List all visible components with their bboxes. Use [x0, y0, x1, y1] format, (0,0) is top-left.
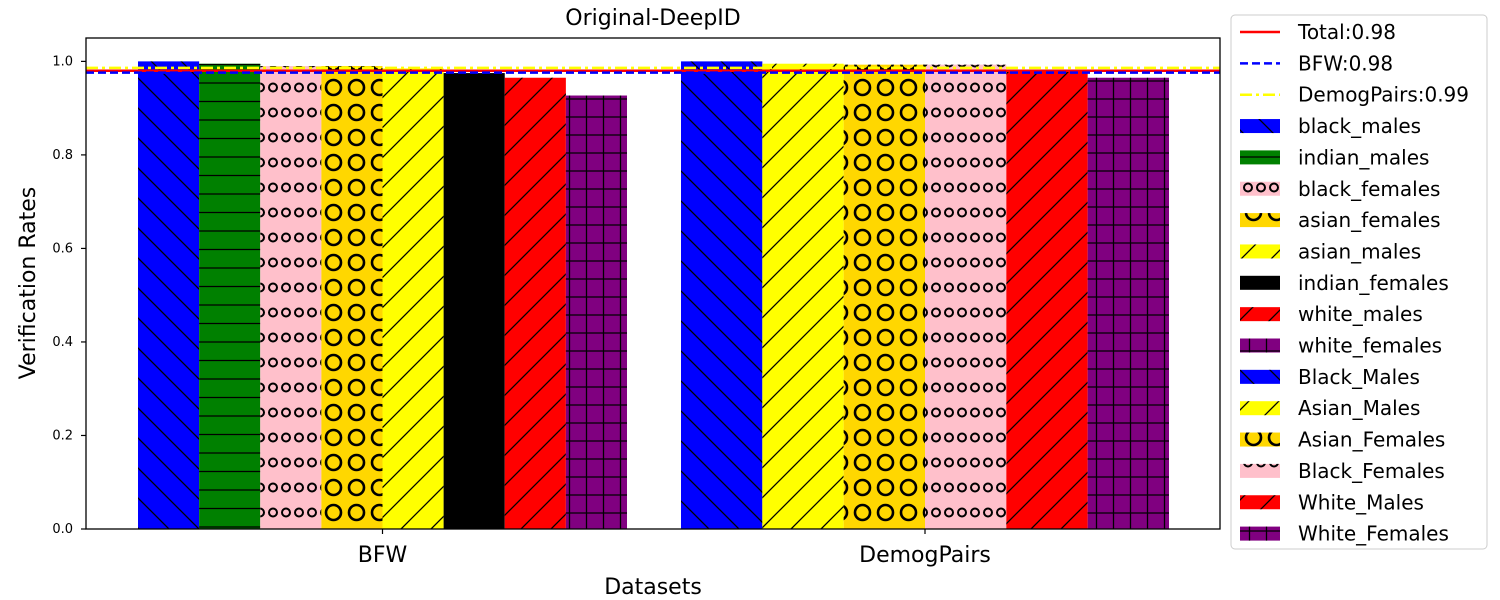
y-tick-label: 1.0	[52, 54, 73, 69]
legend-swatch-hatch-white-males	[1240, 495, 1280, 510]
x-axis-label: Datasets	[604, 575, 702, 600]
legend-swatch-hatch-black-females	[1240, 181, 1280, 196]
y-tick-label: 0.4	[52, 335, 73, 350]
bar-hatch-bfw-white-males	[504, 77, 566, 529]
bar-hatch-demogpairs-white-females	[1087, 77, 1169, 529]
x-tick-label-demogpairs: DemogPairs	[859, 543, 991, 568]
legend-swatch-hatch-white-females	[1240, 338, 1280, 353]
legend-label-black-females: black_females	[1298, 177, 1440, 201]
legend-label-asian-females: asian_females	[1298, 208, 1441, 232]
x-tick-label-bfw: BFW	[358, 543, 408, 568]
legend-swatch-hatch-indian-males	[1240, 150, 1280, 165]
y-tick-label: 0.2	[52, 428, 73, 443]
y-tick-label: 0.6	[52, 241, 73, 256]
legend-box	[1230, 14, 1488, 550]
legend-swatch-hatch-white-females	[1240, 526, 1280, 541]
legend-swatch-hatch-asian-females	[1240, 213, 1280, 228]
plot-frame	[85, 37, 1221, 530]
legend-swatch-indian-females	[1240, 275, 1280, 290]
chart-title: Original-DeepID	[565, 6, 740, 31]
bar-hatch-demogpairs-white-males	[1006, 70, 1088, 529]
legend-label-black-females: Black_Females	[1298, 459, 1445, 483]
legend-label-white-males: white_males	[1298, 302, 1423, 326]
y-tick-label: 0.8	[52, 148, 73, 163]
y-tick-label: 0.0	[52, 522, 73, 537]
legend-label-white-males: White_Males	[1298, 490, 1424, 514]
legend-label-indian-females: indian_females	[1298, 271, 1449, 295]
y-axis: 0.0 0.2 0.4 0.6 0.8 1.0	[52, 54, 86, 537]
legend-label-white-females: white_females	[1298, 334, 1442, 358]
legend-label-asian-females: Asian_Females	[1298, 428, 1445, 452]
legend-swatch-hatch-black-males	[1240, 369, 1280, 384]
legend-label-black-males: black_males	[1298, 114, 1421, 138]
legend-label-bfw-0-98: BFW:0.98	[1298, 51, 1393, 75]
legend-label-demogpairs-0-99: DemogPairs:0.99	[1298, 83, 1469, 107]
bar-hatch-bfw-black-females	[260, 66, 322, 530]
legend-label-indian-males: indian_males	[1298, 145, 1429, 169]
bar-hatch-bfw-indian-males	[199, 63, 261, 529]
bar-hatch-demogpairs-asian-females	[843, 64, 925, 529]
reference-lines-layer	[86, 66, 1220, 74]
legend-label-asian-males: Asian_Males	[1298, 396, 1420, 420]
legend-label-white-females: White_Females	[1298, 522, 1449, 546]
legend-swatch-hatch-black-females	[1240, 463, 1280, 478]
bar-hatch-demogpairs-black-males	[681, 61, 763, 529]
bar-hatch-bfw-black-males	[138, 61, 200, 529]
bar-bfw-indian-females	[443, 73, 505, 530]
legend-swatch-hatch-asian-males	[1240, 244, 1280, 259]
legend-label-asian-males: asian_males	[1298, 239, 1421, 263]
legend-swatch-hatch-asian-females	[1240, 432, 1280, 447]
legend-label-black-males: Black_Males	[1298, 365, 1420, 389]
legend-swatch-hatch-black-males	[1240, 119, 1280, 134]
legend-label-total-0-98: Total:0.98	[1297, 20, 1396, 44]
legend: Total:0.98 BFW:0.98 DemogPairs:0.99 black_m…	[1230, 14, 1488, 550]
bar-hatch-bfw-white-females	[565, 95, 627, 529]
bars-layer	[138, 61, 1169, 530]
bar-hatch-bfw-asian-females	[321, 66, 383, 530]
legend-swatch-hatch-white-males	[1240, 307, 1280, 322]
bar-hatch-demogpairs-black-females	[925, 64, 1007, 529]
bar-hatch-demogpairs-asian-males	[762, 63, 844, 529]
legend-swatch-hatch-asian-males	[1240, 401, 1280, 416]
x-axis: BFW DemogPairs	[358, 529, 991, 568]
y-axis-label: Verification Rates	[16, 187, 41, 380]
bar-hatch-bfw-asian-males	[382, 68, 444, 530]
